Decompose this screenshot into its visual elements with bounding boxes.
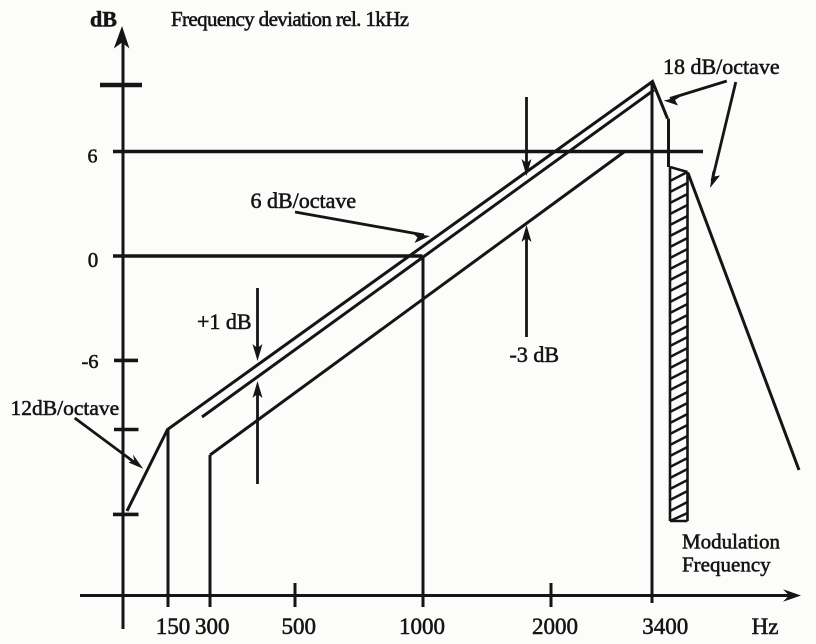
svg-text:6: 6: [88, 146, 98, 168]
svg-text:-6: -6: [81, 351, 98, 373]
svg-text:Frequency: Frequency: [682, 553, 771, 577]
svg-text:0: 0: [88, 248, 99, 272]
svg-text:18 dB/octave: 18 dB/octave: [663, 54, 780, 79]
svg-text:3400: 3400: [642, 614, 688, 639]
svg-text:-3 dB: -3 dB: [510, 342, 560, 367]
svg-text:1000: 1000: [399, 614, 445, 639]
svg-text:Hz: Hz: [752, 614, 779, 639]
svg-text:Modulation: Modulation: [682, 530, 780, 554]
svg-text:500: 500: [281, 614, 316, 639]
svg-text:2000: 2000: [532, 614, 578, 639]
svg-text:6 dB/octave: 6 dB/octave: [251, 188, 357, 213]
svg-text:150: 150: [156, 614, 191, 639]
svg-text:12dB/octave: 12dB/octave: [11, 396, 120, 420]
svg-text:300: 300: [195, 614, 230, 639]
svg-text:+1 dB: +1 dB: [197, 309, 252, 334]
svg-text:dB: dB: [90, 7, 117, 32]
svg-text:Frequency deviation rel. 1kHz: Frequency deviation rel. 1kHz: [171, 7, 409, 31]
